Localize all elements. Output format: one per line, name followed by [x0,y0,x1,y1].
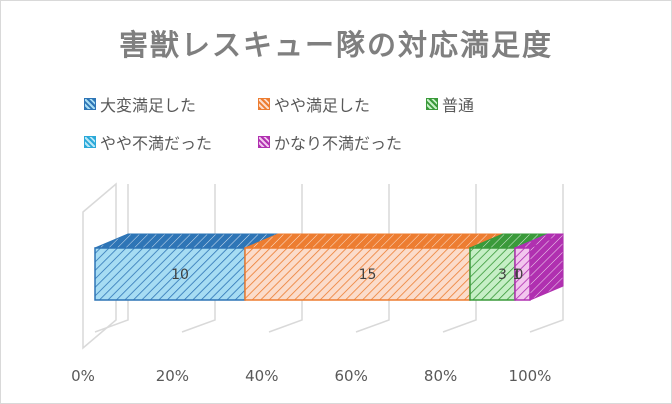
legend-label: やや不満だった [100,134,213,153]
gridline [529,184,564,333]
legend-item-somewhat-satisfied: やや満足した [258,92,370,116]
legend-swatch [258,136,270,148]
data-labels: 10 15 3 01 [171,267,523,283]
legend-item-very-satisfied: 大変満足した [84,92,196,116]
bar-front-face [469,247,516,301]
legend-swatch [84,98,96,110]
bar-segment [514,233,564,301]
legend-label: かなり不満だった [274,134,403,153]
bar-segment [94,233,279,301]
legend-swatch [258,98,270,110]
x-tick-label: 60% [335,367,368,385]
legend-item-neutral: 普通 [426,92,474,116]
legend-swatch [84,136,96,148]
bar-top-face [244,233,504,249]
bar-front-face [244,247,471,301]
x-tick-label: 80% [424,367,457,385]
gridline [442,184,477,333]
legend-label: 大変満足した [100,96,197,115]
x-tick-label: 100% [509,367,552,385]
legend-item-very-dissatisfied: かなり不満だった [258,130,402,154]
data-label: 15 [359,267,377,283]
gridlines [94,184,564,333]
bar-segments [94,233,564,301]
legend-swatch [426,98,438,110]
data-label: 10 [171,267,189,283]
x-tick-label: 40% [245,367,278,385]
legend-label: 普通 [442,96,475,115]
x-axis-ticks: 0% 20% 40% 60% 80% 100% [71,367,551,385]
data-label: 1 [513,267,522,283]
x-tick-label: 0% [71,367,95,385]
chart-title: 害獣レスキュー隊の対応満足度 [118,28,553,62]
x-tick-label: 20% [156,367,189,385]
side-wall [82,182,117,350]
gridline [355,184,390,333]
gridline [268,184,303,333]
legend-item-somewhat-dissatisfied: やや不満だった [84,130,212,154]
data-label: 3 [498,267,507,283]
bar-segment [469,233,549,301]
bar-front-face [94,247,246,301]
bar-side-face [529,233,564,301]
data-label: 0 [515,267,524,283]
plot-floor [82,182,117,350]
gridline [181,184,216,333]
legend-label: やや満足した [274,96,371,115]
